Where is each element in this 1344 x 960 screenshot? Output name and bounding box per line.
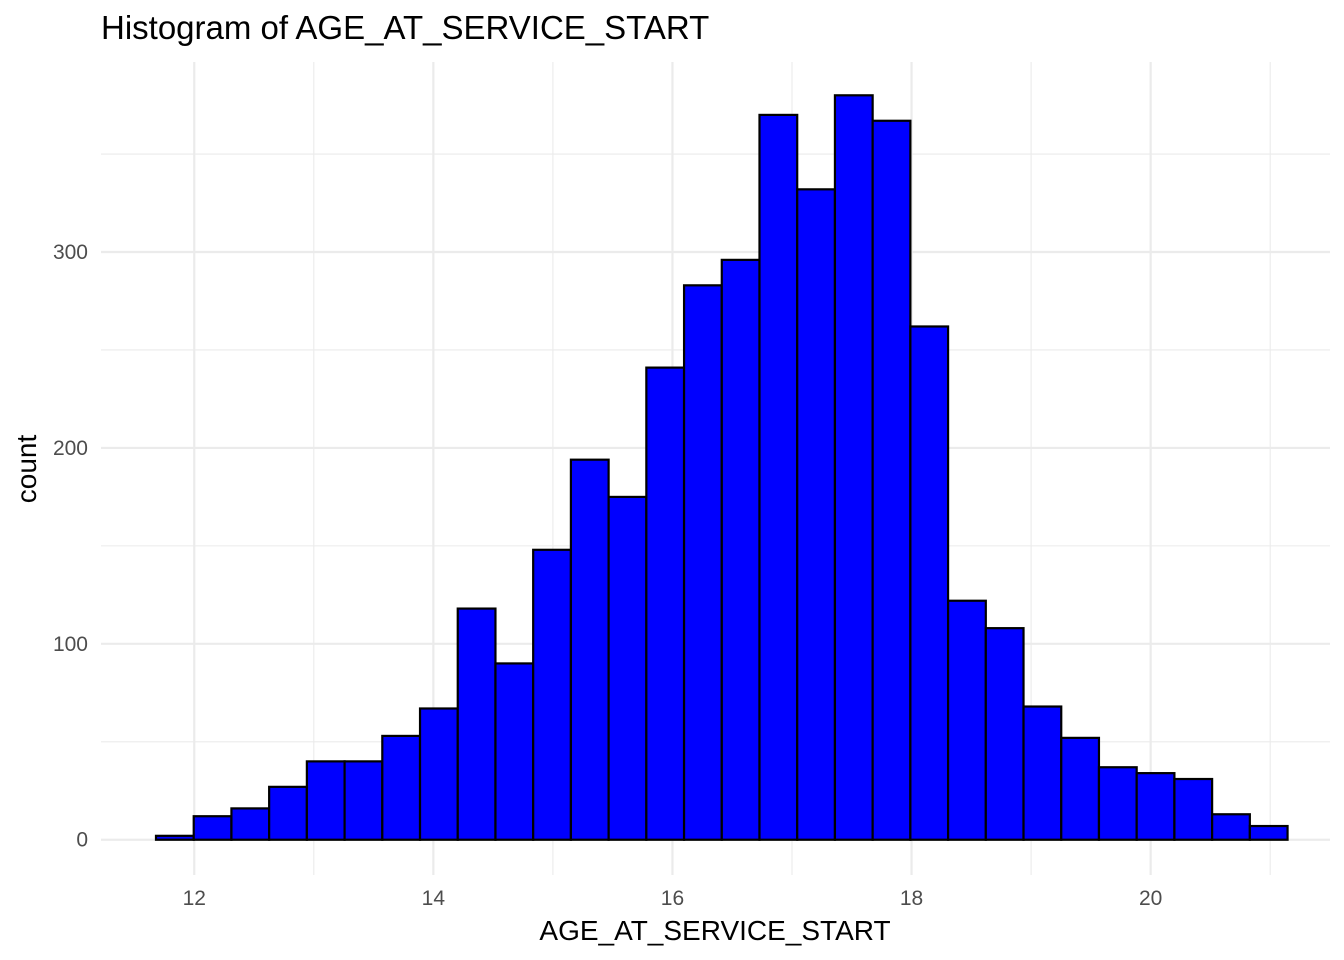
histogram-bar <box>720 258 761 841</box>
histogram-bar <box>984 627 1025 841</box>
y-tick-label: 100 <box>53 633 88 656</box>
histogram-bar <box>682 284 723 841</box>
histogram-bar <box>1211 813 1251 841</box>
histogram-bar <box>909 325 950 841</box>
x-axis-ticks: 12 14 16 18 20 <box>183 887 1163 910</box>
histogram-bar <box>871 119 912 841</box>
y-tick-label: 200 <box>53 437 88 460</box>
histogram-bar <box>494 662 535 841</box>
histogram-bar <box>833 94 874 841</box>
histogram-bar <box>946 599 987 841</box>
histogram-bar <box>230 807 271 841</box>
x-axis-title: AGE_AT_SERVICE_START <box>539 915 890 946</box>
histogram-bars <box>154 94 1289 841</box>
x-tick-label: 14 <box>422 887 446 910</box>
histogram-bar <box>456 607 497 841</box>
y-tick-label: 0 <box>76 829 88 852</box>
histogram-bar <box>1097 766 1138 841</box>
histogram-bar <box>532 548 573 841</box>
histogram-bar <box>1248 824 1289 841</box>
y-axis-ticks: 0 100 200 300 <box>53 241 88 852</box>
histogram-bar <box>1135 772 1176 841</box>
x-tick-label: 12 <box>183 887 206 910</box>
histogram-bar <box>343 760 384 841</box>
histogram-bar <box>1060 736 1101 841</box>
histogram-bar <box>305 760 346 841</box>
histogram-bar <box>268 785 308 841</box>
histogram-bar <box>569 458 610 841</box>
histogram-bar <box>192 815 233 841</box>
histogram-bar <box>645 366 686 841</box>
histogram-bar <box>154 834 195 841</box>
histogram-bar <box>1173 777 1214 841</box>
x-tick-label: 16 <box>661 887 684 910</box>
histogram-bar <box>1022 705 1063 841</box>
histogram-bar <box>796 188 837 841</box>
histogram-bar <box>381 734 422 841</box>
chart-title: Histogram of AGE_AT_SERVICE_START <box>101 9 709 46</box>
y-tick-label: 300 <box>53 241 88 264</box>
histogram-bar <box>607 495 648 841</box>
x-tick-label: 18 <box>900 887 923 910</box>
x-tick-label: 20 <box>1139 887 1162 910</box>
histogram-bar <box>418 707 459 841</box>
histogram-bar <box>758 113 799 841</box>
y-axis-title: count <box>11 435 42 504</box>
